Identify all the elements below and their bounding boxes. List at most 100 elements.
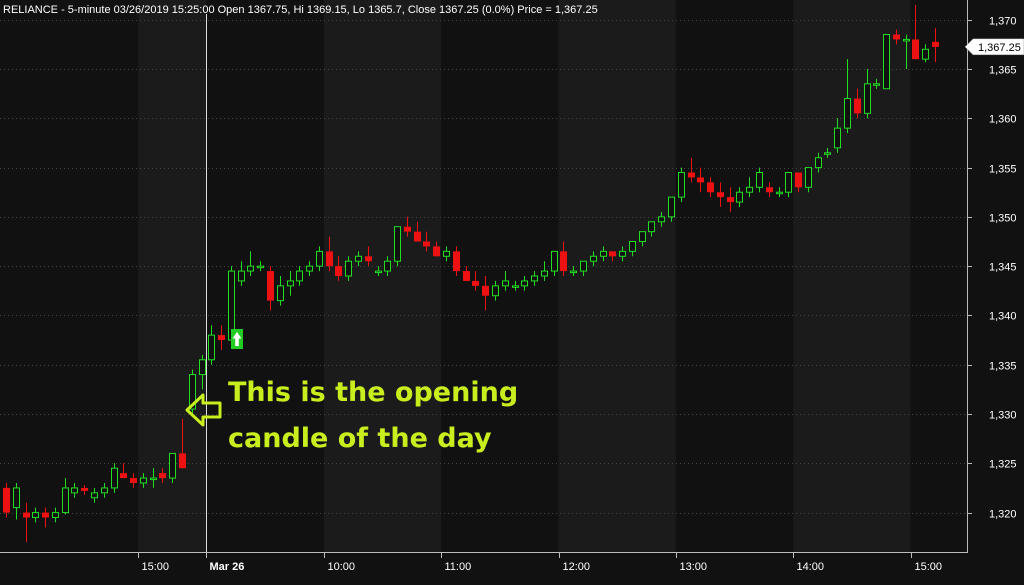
candle-body xyxy=(502,280,509,287)
y-tick-label: 1,350 xyxy=(989,213,1017,225)
candle-up xyxy=(570,266,577,276)
candle-up xyxy=(443,246,450,262)
candle-body xyxy=(785,172,792,193)
candle-down xyxy=(893,29,900,45)
time-band xyxy=(793,0,911,552)
candle-up xyxy=(580,260,587,276)
candle-down xyxy=(472,271,479,291)
candle-body xyxy=(287,280,294,287)
candle-up xyxy=(678,167,685,203)
candle-body xyxy=(42,512,49,518)
candle-down xyxy=(932,28,939,63)
candle-body xyxy=(560,251,567,272)
candle-up xyxy=(91,487,98,503)
candle-body xyxy=(805,167,812,188)
candle-body xyxy=(62,487,69,514)
candle-up xyxy=(658,211,665,227)
candle-down xyxy=(717,182,724,207)
candle-up xyxy=(247,251,254,276)
y-tick-label: 1,370 xyxy=(989,16,1017,28)
candle-body xyxy=(727,197,734,203)
candle-down xyxy=(3,483,10,518)
candle-down xyxy=(766,182,773,198)
annotation-line-1: This is the opening xyxy=(228,377,518,408)
y-tick-label: 1,325 xyxy=(989,459,1017,471)
candle-body xyxy=(580,260,587,272)
candle-down xyxy=(688,157,695,183)
candle-down xyxy=(697,167,704,193)
candle-body xyxy=(736,191,743,203)
candle-up xyxy=(101,483,108,498)
candle-body xyxy=(658,216,665,223)
candle-down xyxy=(795,172,802,193)
candle-up xyxy=(71,483,78,498)
candle-up xyxy=(502,271,509,291)
candle-up xyxy=(736,187,743,207)
candle-body xyxy=(3,487,10,513)
candle-down xyxy=(23,502,30,543)
time-band xyxy=(206,0,324,552)
candle-body xyxy=(326,251,333,267)
candle-up xyxy=(619,246,626,262)
candle-down xyxy=(707,177,714,198)
last-price-label: 1,367.25 xyxy=(978,42,1021,54)
candle-body xyxy=(453,251,460,272)
candle-body xyxy=(394,226,401,262)
candle-down xyxy=(453,246,460,276)
candle-body xyxy=(140,477,147,484)
candle-body xyxy=(150,477,157,481)
candle-down xyxy=(365,246,372,267)
y-tick-label: 1,330 xyxy=(989,410,1017,422)
candle-body xyxy=(81,487,88,491)
candle-up xyxy=(111,463,118,493)
candle-up xyxy=(169,452,176,483)
candle-body xyxy=(600,250,607,257)
candle-body xyxy=(218,335,225,341)
y-tick-label: 1,340 xyxy=(989,311,1017,323)
candle-body xyxy=(864,83,871,114)
candle-body xyxy=(23,512,30,518)
candle-body xyxy=(277,285,284,302)
candle-body xyxy=(570,270,577,274)
y-tick-label: 1,365 xyxy=(989,65,1017,77)
x-tick-label: 10:00 xyxy=(328,561,356,573)
candle-down xyxy=(81,484,88,495)
y-tick-label: 1,335 xyxy=(989,361,1017,373)
candle-body xyxy=(414,231,421,242)
y-tick-label: 1,320 xyxy=(989,509,1017,521)
candle-body xyxy=(238,270,245,282)
candle-body xyxy=(717,192,724,198)
candle-up xyxy=(864,69,871,119)
candle-body xyxy=(433,246,440,257)
candle-body xyxy=(903,38,910,42)
candle-up xyxy=(922,44,929,63)
candle-body xyxy=(854,98,861,114)
candle-up xyxy=(287,271,294,296)
candle-body xyxy=(463,271,470,281)
candle-up xyxy=(316,246,323,272)
candle-body xyxy=(345,260,352,277)
candle-down xyxy=(560,241,567,276)
candle-up xyxy=(306,261,313,276)
hollow-left-arrow-icon xyxy=(185,393,222,427)
candle-up xyxy=(208,325,215,365)
candle-down xyxy=(463,266,470,281)
candle-body xyxy=(512,285,519,288)
candle-body xyxy=(101,487,108,494)
candle-body xyxy=(365,256,372,262)
candle-body xyxy=(873,83,880,86)
candle-body xyxy=(306,265,313,272)
candle-body xyxy=(776,191,783,195)
candle-up xyxy=(140,473,147,488)
candle-body xyxy=(639,231,646,242)
time-band xyxy=(558,0,676,552)
candle-body xyxy=(541,270,548,277)
candle-up xyxy=(648,221,655,237)
candle-body xyxy=(404,226,411,232)
candle-body xyxy=(111,467,118,489)
candle-down xyxy=(912,4,919,60)
candle-up xyxy=(531,271,538,286)
y-tick-label: 1,355 xyxy=(989,164,1017,176)
candle-body xyxy=(922,48,929,60)
